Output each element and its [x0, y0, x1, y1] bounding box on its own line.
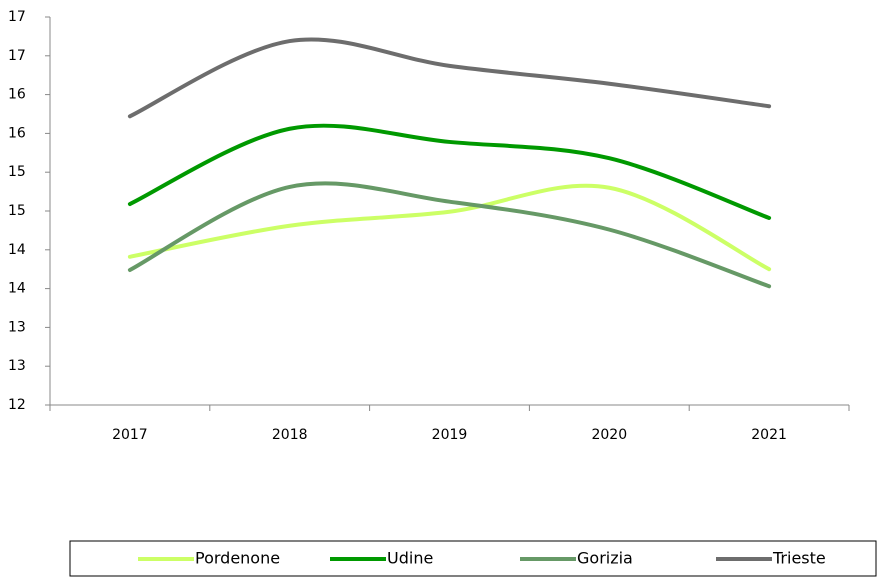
line-series	[127, 123, 772, 220]
line-series	[127, 183, 772, 272]
y-tick-label: 14	[8, 242, 26, 258]
y-tick-label: 13	[8, 358, 26, 374]
x-tick-label: 2019	[432, 427, 468, 443]
y-tick-label: 12	[8, 397, 26, 413]
y-tick-label: 17	[8, 48, 26, 64]
y-tick-label: 17	[8, 9, 26, 25]
y-tick-label: 16	[8, 87, 26, 103]
y-tick-label: 14	[8, 281, 26, 297]
x-tick-label: 2017	[112, 427, 148, 443]
y-tick-label: 16	[8, 125, 26, 141]
legend-label: Pordenone	[195, 549, 280, 568]
y-tick-label: 13	[8, 319, 26, 335]
line-series	[127, 181, 772, 289]
legend-label: Trieste	[772, 549, 826, 568]
y-tick-label: 15	[8, 203, 26, 219]
x-tick-label: 2018	[272, 427, 308, 443]
x-tick-label: 2020	[591, 427, 627, 443]
line-series	[127, 37, 772, 119]
x-tick-label: 2021	[751, 427, 787, 443]
legend-label: Gorizia	[577, 549, 633, 568]
y-tick-label: 15	[8, 164, 26, 180]
legend-label: Udine	[387, 549, 433, 568]
